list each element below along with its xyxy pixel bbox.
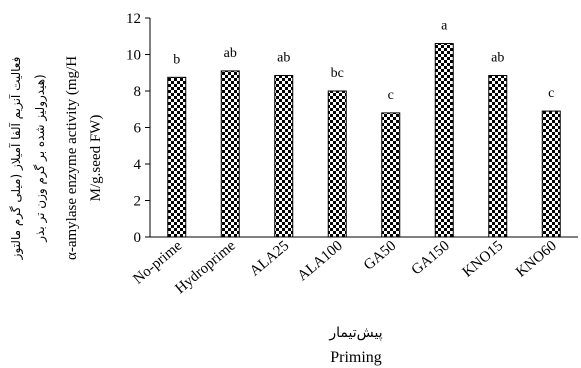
significance-letter: c [388, 88, 394, 103]
y-tick-label: 4 [134, 157, 142, 173]
significance-letter: ab [491, 50, 504, 65]
significance-letter: ab [224, 46, 237, 61]
y-tick-label: 8 [134, 84, 142, 100]
bar-ga50 [381, 112, 401, 238]
bar-hydroprime [220, 70, 240, 238]
bar-ga150 [434, 43, 454, 238]
x-category-label: ALA100 [295, 238, 346, 285]
x-category-label: KNO15 [460, 238, 507, 281]
y-tick-label: 2 [134, 194, 142, 210]
significance-letter: b [173, 52, 180, 67]
x-category-label: KNO60 [513, 238, 560, 281]
y-axis-ticks: 0 2 4 6 8 10 12 [126, 11, 150, 246]
bar-no-prime [167, 76, 187, 238]
x-axis-title-en: Priming [330, 349, 382, 366]
y-tick-label: 0 [134, 230, 142, 246]
significance-letter: c [548, 86, 554, 101]
bar-ala100 [327, 90, 347, 238]
x-category-label: GA50 [361, 238, 399, 274]
bar-kno60 [541, 110, 561, 238]
significance-letters: b ab ab bc c a ab c [173, 19, 554, 103]
y-tick-label: 12 [126, 11, 141, 27]
y-axis-title-fa-line2: هیدرولیز شده بر گرم وزن تر بذر) [33, 74, 48, 242]
y-axis-title-en-line1: α-amylase enzyme activity (mg/H [64, 56, 80, 260]
significance-letter: a [441, 19, 448, 34]
axes [149, 18, 578, 238]
bar-ala25 [274, 74, 294, 238]
y-axis-title-fa-line1: فعالیت آنزیم آلفا آمیلاز (میلی گرم مالتو… [8, 57, 24, 261]
y-tick-label: 6 [134, 121, 142, 137]
y-tick-label: 10 [126, 48, 141, 64]
x-category-label: ALA25 [247, 238, 292, 280]
x-category-label: Hydroprime [172, 238, 239, 298]
significance-letter: bc [331, 66, 344, 81]
x-axis-title-fa: پیش‌تیمار [328, 325, 382, 341]
y-axis-title-en-line2: M/g.seed FW) [88, 115, 104, 202]
bars [167, 43, 561, 238]
x-category-label: GA150 [409, 238, 453, 279]
bar-kno15 [488, 74, 508, 238]
significance-letter: ab [277, 50, 290, 65]
